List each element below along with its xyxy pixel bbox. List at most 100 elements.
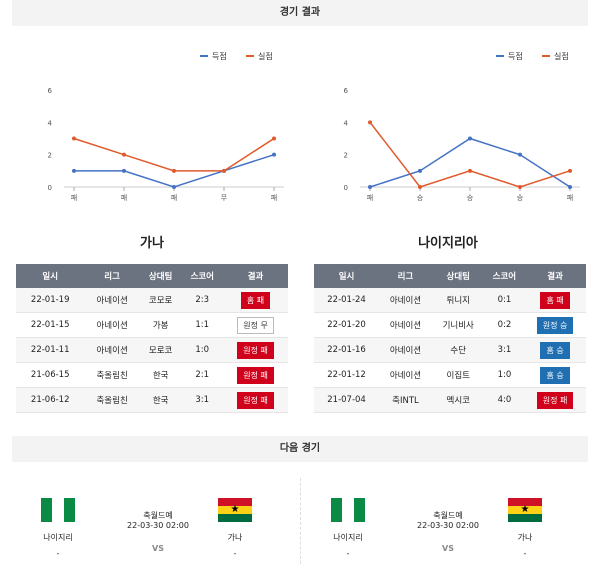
chart-svg-nigeria: 득점 실점 0 2 4 6 패 승 승 승 패 bbox=[344, 51, 580, 202]
team-title-ghana: 가나 bbox=[140, 236, 164, 251]
home-team-sub: - bbox=[346, 549, 350, 558]
x-tick-label: 무 bbox=[221, 194, 228, 202]
series-line-conceded bbox=[73, 137, 275, 172]
y-tick-label: 6 bbox=[48, 87, 53, 95]
chart-ghana: 득점 실점 0 2 4 6 패 패 패 무 패 bbox=[12, 40, 292, 220]
result-cell: 홈 패 bbox=[223, 288, 288, 313]
results-table-nigeria: 일시 리그 상대팀 스코어 결과 22-01-24 아네이션 튀니지 0:1 홈 패 22-01-2… bbox=[314, 264, 586, 413]
table-cell: 3:1 bbox=[484, 337, 525, 363]
data-point bbox=[72, 136, 76, 141]
result-badge: 원정 무 bbox=[237, 316, 274, 334]
column-header: 결과 bbox=[524, 264, 586, 288]
table-cell: 아네이션 bbox=[379, 337, 432, 363]
match-league: 축월드예 bbox=[143, 511, 173, 520]
data-point bbox=[568, 168, 572, 173]
result-cell: 원정 승 bbox=[524, 312, 586, 338]
away-team-sub: - bbox=[523, 549, 527, 558]
data-point bbox=[222, 168, 226, 173]
match-datetime: 22-03-30 02:00 bbox=[417, 521, 479, 530]
table-row: 21-07-04 축INTL 멕시코 4:0 원정 패 bbox=[314, 387, 586, 413]
home-team: 나이지리 - bbox=[318, 498, 378, 558]
table-row: 22-01-12 아네이션 이집트 1:0 홈 승 bbox=[314, 362, 586, 388]
table-cell: 22-01-12 bbox=[314, 362, 380, 388]
home-team-name: 나이지리 bbox=[333, 533, 363, 542]
table-cell: 0:1 bbox=[484, 288, 525, 313]
column-header: 스코어 bbox=[484, 264, 525, 288]
table-row: 22-01-16 아네이션 수단 3:1 홈 승 bbox=[314, 337, 586, 363]
home-team-name: 나이지리 bbox=[43, 533, 73, 542]
result-cell: 원정 패 bbox=[223, 387, 288, 413]
next-match-card: 나이지리 - 축월드예 22-03-30 02:00 VS ★ 가나 - bbox=[308, 490, 588, 560]
data-point bbox=[172, 168, 176, 173]
table-cell: 이집트 bbox=[431, 362, 485, 388]
series-line-scored bbox=[369, 137, 571, 188]
table-cell: 멕시코 bbox=[431, 387, 485, 413]
legend-label: 실점 bbox=[258, 51, 273, 61]
table-row: 21-06-15 축올림친 한국 2:1 원정 패 bbox=[16, 362, 288, 388]
vs-label: VS bbox=[442, 544, 454, 553]
table-cell: 튀니지 bbox=[431, 288, 485, 313]
x-tick-label: 패 bbox=[367, 193, 373, 202]
data-point bbox=[272, 152, 276, 157]
result-badge: 원정 패 bbox=[237, 366, 274, 384]
ghana-flag-icon: ★ bbox=[218, 498, 252, 522]
result-badge: 원정 패 bbox=[237, 341, 274, 359]
table-cell: 1:1 bbox=[181, 312, 224, 338]
table-cell: 축올림친 bbox=[84, 387, 140, 413]
table-row: 22-01-24 아네이션 튀니지 0:1 홈 패 bbox=[314, 288, 586, 313]
y-tick-label: 4 bbox=[48, 119, 53, 127]
table-cell: 22-01-15 bbox=[16, 312, 85, 338]
result-cell: 원정 패 bbox=[223, 362, 288, 388]
data-point bbox=[172, 185, 176, 189]
away-team-sub: - bbox=[233, 549, 237, 558]
results-section-header: 경기 결과 bbox=[12, 0, 588, 26]
result-cell: 원정 무 bbox=[223, 312, 288, 338]
data-point bbox=[368, 185, 372, 189]
y-tick-label: 2 bbox=[344, 152, 348, 160]
results-table-ghana: 일시 리그 상대팀 스코어 결과 22-01-19 아네이션 코모로 2:3 홈 패 22-01-1… bbox=[16, 264, 288, 413]
column-header: 리그 bbox=[379, 264, 432, 288]
result-badge: 원정 패 bbox=[536, 391, 574, 409]
data-point bbox=[418, 185, 422, 189]
data-point bbox=[72, 168, 76, 173]
result-badge: 홈 승 bbox=[540, 366, 570, 384]
table-cell: 22-01-19 bbox=[16, 288, 85, 313]
column-header: 상대팀 bbox=[431, 264, 485, 288]
y-tick-label: 0 bbox=[344, 184, 348, 192]
result-badge: 홈 패 bbox=[540, 291, 570, 309]
away-team-name: 가나 bbox=[227, 533, 243, 542]
legend-label: 득점 bbox=[508, 51, 523, 61]
data-point bbox=[368, 120, 372, 125]
result-cell: 원정 패 bbox=[223, 337, 288, 363]
y-tick-label: 6 bbox=[344, 87, 349, 95]
table-cell: 축INTL bbox=[379, 387, 432, 413]
legend-label: 실점 bbox=[554, 51, 569, 61]
column-header: 리그 bbox=[84, 264, 140, 288]
table-cell: 22-01-11 bbox=[16, 337, 85, 363]
table-cell: 아네이션 bbox=[84, 337, 140, 363]
vs-label: VS bbox=[152, 544, 164, 553]
column-header: 일시 bbox=[314, 264, 380, 288]
table-cell: 2:3 bbox=[181, 288, 224, 313]
result-badge: 홈 패 bbox=[240, 291, 271, 309]
match-info: 축월드예 22-03-30 02:00 VS bbox=[108, 510, 208, 553]
table-cell: 22-01-20 bbox=[314, 312, 380, 338]
table-cell: 모로코 bbox=[139, 337, 182, 363]
y-tick-label: 4 bbox=[344, 119, 349, 127]
x-tick-label: 패 bbox=[121, 193, 127, 202]
table-row: 22-01-15 아네이션 가봉 1:1 원정 무 bbox=[16, 312, 288, 338]
home-team: 나이지리 - bbox=[28, 498, 88, 558]
table-cell: 21-06-12 bbox=[16, 387, 85, 413]
legend-label: 득점 bbox=[212, 51, 227, 61]
y-tick-label: 2 bbox=[48, 152, 52, 160]
table-header-row: 일시 리그 상대팀 스코어 결과 bbox=[16, 264, 288, 288]
chart-nigeria: 득점 실점 0 2 4 6 패 승 승 승 패 bbox=[308, 40, 588, 220]
table-cell: 3:1 bbox=[181, 387, 224, 413]
result-badge: 홈 승 bbox=[540, 341, 570, 359]
table-cell: 한국 bbox=[139, 362, 182, 388]
data-point bbox=[518, 152, 522, 157]
x-tick-label: 승 bbox=[467, 194, 474, 202]
data-point bbox=[122, 152, 126, 157]
away-team-name: 가나 bbox=[517, 533, 533, 542]
data-point bbox=[272, 136, 276, 141]
